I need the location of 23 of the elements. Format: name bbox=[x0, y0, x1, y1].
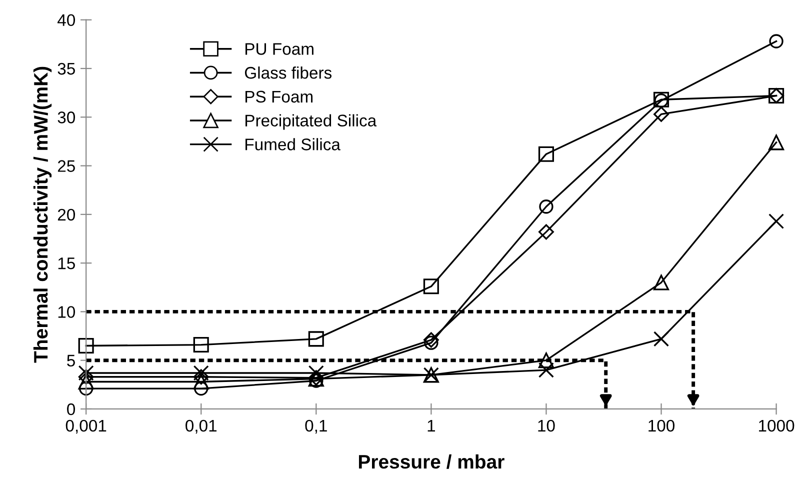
y-tick-label: 20 bbox=[58, 208, 76, 221]
legend-label: Fumed Silica bbox=[246, 138, 340, 150]
y-tick-label: 0 bbox=[67, 403, 76, 416]
y-tick-label: 25 bbox=[58, 160, 75, 172]
legend-label: Glass fibers bbox=[244, 66, 332, 79]
x-tick-label: 0,001 bbox=[66, 420, 106, 434]
y-tick-label: 15 bbox=[58, 258, 75, 270]
y-tick-label: 30 bbox=[58, 112, 76, 124]
x-tick-label: 10 bbox=[538, 420, 555, 432]
legend-label: Precipitated Silica bbox=[246, 114, 377, 130]
x-axis-title: Pressure / mbar bbox=[358, 454, 504, 469]
y-tick-label: 40 bbox=[58, 14, 76, 26]
x-tick-label: 0,1 bbox=[305, 420, 327, 434]
x-tick-label: 100 bbox=[648, 420, 674, 432]
y-tick-label: 35 bbox=[58, 62, 75, 75]
x-tick-label: 1 bbox=[428, 420, 435, 432]
legend-label: PS Foam bbox=[246, 90, 312, 103]
y-tick-label: 10 bbox=[58, 306, 76, 318]
x-tick-label: 0,01 bbox=[186, 420, 217, 434]
x-tick-label: 1000 bbox=[759, 420, 794, 432]
legend-label: PU Foam bbox=[246, 43, 314, 55]
y-tick-label: 5 bbox=[67, 354, 75, 367]
y-axis-title: Thermal conductivity / mW/(mK) bbox=[33, 66, 52, 363]
